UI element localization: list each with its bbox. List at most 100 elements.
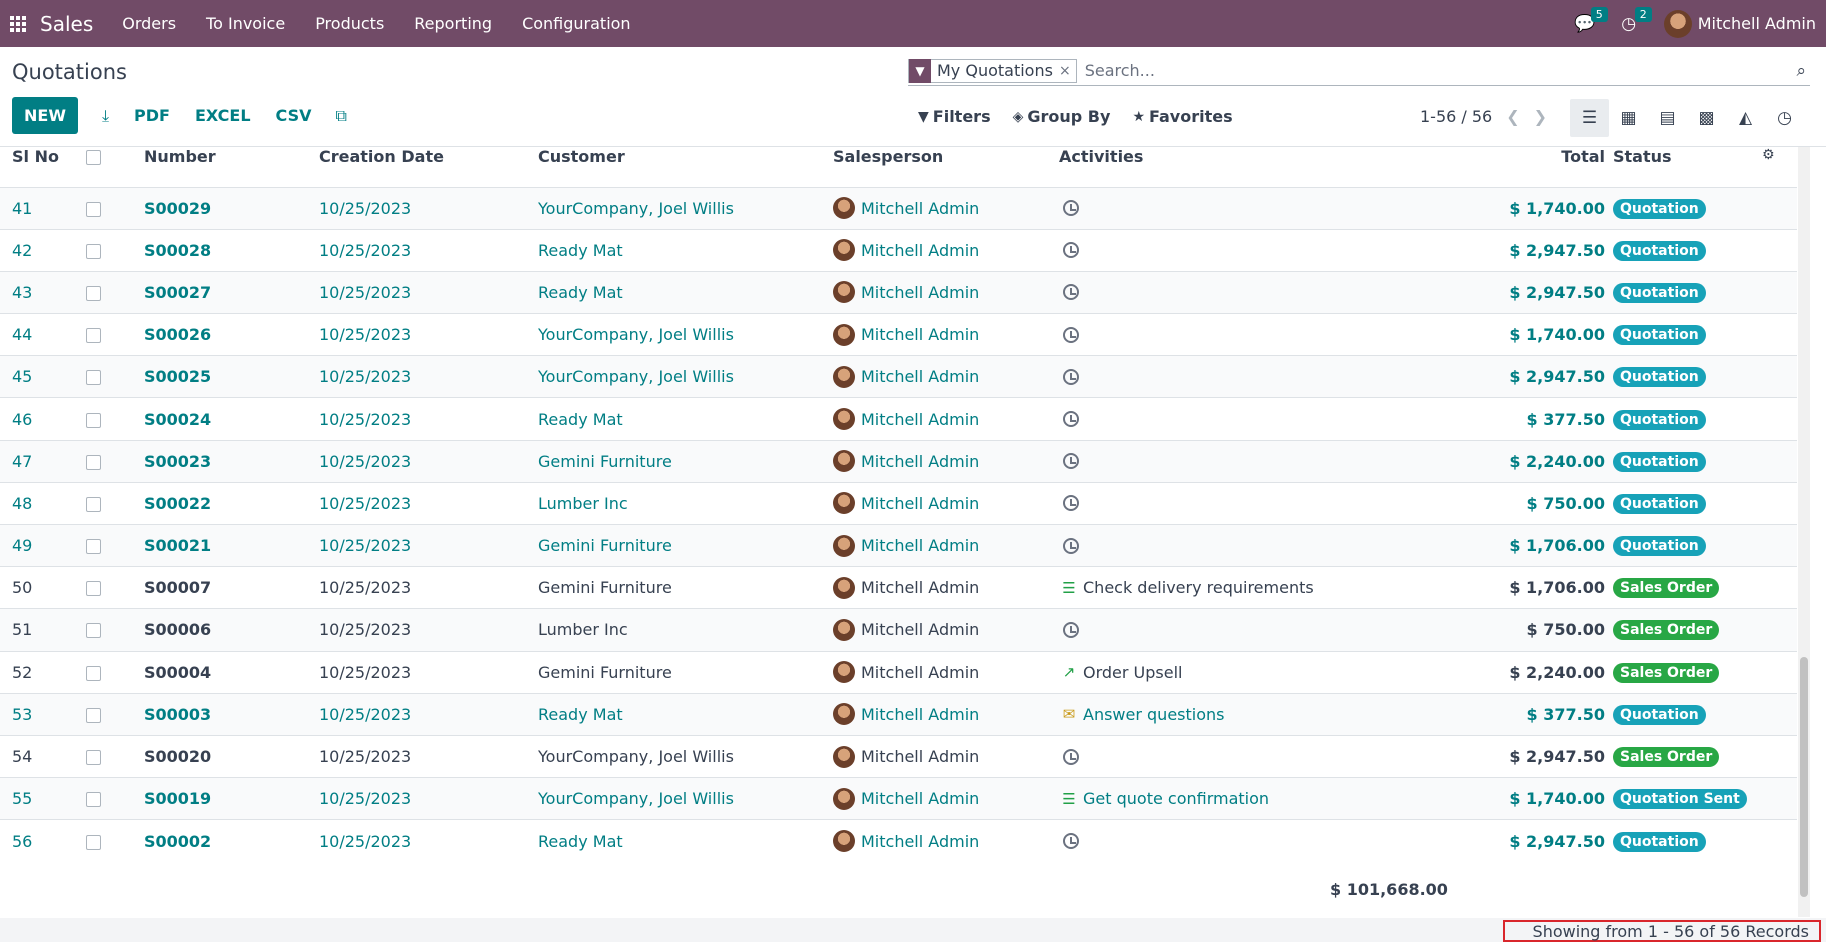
- customer[interactable]: Gemini Furniture: [538, 523, 833, 567]
- row-checkbox[interactable]: [86, 439, 144, 483]
- customer[interactable]: YourCompany, Joel Willis: [538, 777, 833, 820]
- row-checkbox[interactable]: [86, 523, 144, 567]
- row-checkbox[interactable]: [86, 566, 144, 609]
- row-checkbox[interactable]: [86, 313, 144, 356]
- salesperson[interactable]: Mitchell Admin: [861, 198, 980, 218]
- activity-summary[interactable]: Get quote confirmation: [1083, 789, 1270, 809]
- clock-icon[interactable]: [1063, 200, 1079, 217]
- groupby-button[interactable]: ◈ Group By: [1013, 107, 1111, 126]
- calendar-view-icon[interactable]: ▤: [1659, 108, 1676, 128]
- order-number[interactable]: S00022: [144, 481, 319, 525]
- customer[interactable]: Ready Mat: [538, 397, 833, 441]
- order-number[interactable]: S00029: [144, 186, 319, 230]
- table-row[interactable]: 45 S00025 10/25/2023 YourCompany, Joel Will…: [0, 355, 1797, 398]
- order-number[interactable]: S00025: [144, 355, 319, 398]
- menu-products[interactable]: Products: [315, 14, 385, 33]
- row-checkbox[interactable]: [86, 734, 144, 778]
- search-input[interactable]: Search...: [1084, 61, 1155, 80]
- row-checkbox[interactable]: [86, 819, 144, 862]
- customer[interactable]: Lumber Inc: [538, 481, 833, 525]
- pager-value[interactable]: 1-56 / 56: [1420, 107, 1493, 126]
- order-number[interactable]: S00002: [144, 819, 319, 862]
- activities-icon[interactable]: ◷ 2: [1612, 0, 1652, 47]
- scrollbar[interactable]: [1798, 147, 1810, 917]
- clock-icon[interactable]: [1063, 242, 1079, 259]
- order-number[interactable]: S00019: [144, 777, 319, 820]
- filters-button[interactable]: ▼ Filters: [918, 107, 991, 126]
- order-number[interactable]: S00006: [144, 608, 319, 652]
- menu-configuration[interactable]: Configuration: [522, 14, 631, 33]
- customer[interactable]: Ready Mat: [538, 228, 833, 272]
- customer[interactable]: Ready Mat: [538, 270, 833, 314]
- order-number[interactable]: S00021: [144, 523, 319, 567]
- customer[interactable]: YourCompany, Joel Willis: [538, 734, 833, 778]
- salesperson[interactable]: Mitchell Admin: [861, 282, 980, 302]
- excel-button[interactable]: EXCEL: [194, 106, 251, 125]
- column-activities[interactable]: Activities: [1059, 147, 1144, 166]
- row-checkbox[interactable]: [86, 186, 144, 230]
- clock-icon[interactable]: [1063, 368, 1079, 385]
- clock-icon[interactable]: [1063, 326, 1079, 343]
- salesperson[interactable]: Mitchell Admin: [861, 620, 980, 640]
- row-checkbox[interactable]: [86, 397, 144, 441]
- order-number[interactable]: S00027: [144, 270, 319, 314]
- salesperson[interactable]: Mitchell Admin: [861, 409, 980, 429]
- kanban-view-icon[interactable]: ▦: [1620, 108, 1637, 128]
- activity-summary[interactable]: Answer questions: [1083, 704, 1225, 724]
- salesperson[interactable]: Mitchell Admin: [861, 240, 980, 260]
- customer[interactable]: Gemini Furniture: [538, 650, 833, 694]
- table-row[interactable]: 48 S00022 10/25/2023 Lumber Inc Mitchell Adm…: [0, 481, 1797, 525]
- activity-summary[interactable]: Order Upsell: [1083, 662, 1183, 682]
- table-row[interactable]: 51 S00006 10/25/2023 Lumber Inc Mitchell Adm…: [0, 608, 1797, 652]
- table-row[interactable]: 50 S00007 10/25/2023 Gemini Furniture Mitche…: [0, 566, 1797, 609]
- chevron-left-icon[interactable]: ❮: [1506, 107, 1520, 126]
- todo-icon[interactable]: ☰: [1062, 789, 1076, 808]
- select-all-checkbox[interactable]: [86, 147, 144, 187]
- salesperson[interactable]: Mitchell Admin: [861, 325, 980, 345]
- menu-reporting[interactable]: Reporting: [414, 14, 493, 33]
- row-checkbox[interactable]: [86, 777, 144, 820]
- messages-icon[interactable]: 💬 5: [1568, 0, 1608, 47]
- copy-icon[interactable]: ⧉: [335, 105, 347, 125]
- close-icon[interactable]: ×: [1058, 62, 1071, 79]
- customer[interactable]: Ready Mat: [538, 819, 833, 862]
- email-icon[interactable]: ✉: [1062, 705, 1076, 724]
- table-row[interactable]: 54 S00020 10/25/2023 YourCompany, Joel Will…: [0, 734, 1797, 778]
- favorites-button[interactable]: ★ Favorites: [1132, 107, 1232, 126]
- table-row[interactable]: 44 S00026 10/25/2023 YourCompany, Joel Will…: [0, 313, 1797, 356]
- table-row[interactable]: 47 S00023 10/25/2023 Gemini Furniture Mitche…: [0, 439, 1797, 483]
- customer[interactable]: Lumber Inc: [538, 608, 833, 652]
- menu-orders[interactable]: Orders: [122, 14, 177, 33]
- table-row[interactable]: 42 S00028 10/25/2023 Ready Mat Mitchell Admi…: [0, 228, 1797, 272]
- search-icon[interactable]: ⌕: [1796, 60, 1806, 81]
- chevron-right-icon[interactable]: ❯: [1533, 107, 1548, 126]
- search-facet[interactable]: ▼ My Quotations ×: [908, 58, 1077, 83]
- customer[interactable]: YourCompany, Joel Willis: [538, 186, 833, 230]
- row-checkbox[interactable]: [86, 481, 144, 525]
- salesperson[interactable]: Mitchell Admin: [861, 789, 980, 809]
- salesperson[interactable]: Mitchell Admin: [861, 578, 980, 598]
- customer[interactable]: Gemini Furniture: [538, 566, 833, 609]
- salesperson[interactable]: Mitchell Admin: [861, 747, 980, 767]
- pivot-view-icon[interactable]: ▩: [1698, 108, 1715, 128]
- salesperson[interactable]: Mitchell Admin: [861, 831, 980, 851]
- pdf-button[interactable]: PDF: [134, 106, 170, 125]
- order-number[interactable]: S00020: [144, 734, 319, 778]
- customer[interactable]: YourCompany, Joel Willis: [538, 355, 833, 398]
- clock-icon[interactable]: [1063, 495, 1079, 512]
- salesperson[interactable]: Mitchell Admin: [861, 536, 980, 556]
- customer[interactable]: YourCompany, Joel Willis: [538, 313, 833, 356]
- table-row[interactable]: 41 S00029 10/25/2023 YourCompany, Joel Will…: [0, 186, 1797, 230]
- table-row[interactable]: 52 S00004 10/25/2023 Gemini Furniture Mitche…: [0, 650, 1797, 694]
- salesperson[interactable]: Mitchell Admin: [861, 662, 980, 682]
- table-row[interactable]: 56 S00002 10/25/2023 Ready Mat Mitchell Admi…: [0, 819, 1797, 862]
- row-checkbox[interactable]: [86, 692, 144, 736]
- order-number[interactable]: S00003: [144, 692, 319, 736]
- column-number[interactable]: Number: [144, 147, 216, 166]
- clock-icon[interactable]: [1063, 621, 1079, 638]
- app-name[interactable]: Sales: [40, 11, 94, 36]
- csv-button[interactable]: CSV: [275, 106, 312, 125]
- column-total[interactable]: Total: [1561, 147, 1605, 166]
- activity-view-icon[interactable]: ◷: [1777, 108, 1792, 128]
- todo-icon[interactable]: ☰: [1062, 578, 1076, 597]
